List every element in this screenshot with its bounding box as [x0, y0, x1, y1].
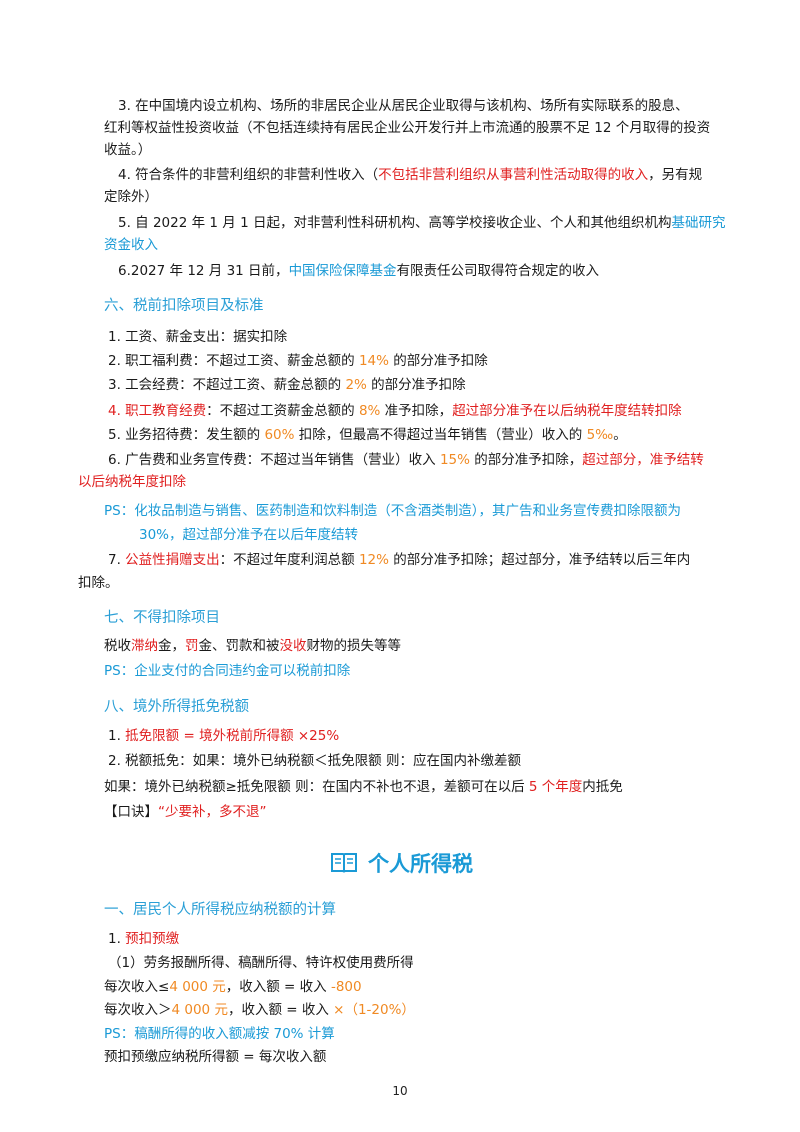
chapter-title-text: 个人所得税	[368, 852, 473, 876]
text-line: 7. 公益性捐赠支出：不超过年度利润总额 12% 的部分准予扣除；超过部分，准予…	[108, 550, 690, 570]
text-span: 财物的损失等等	[306, 638, 402, 654]
text-line: 每次收入≤4 000 元，收入额 = 收入 -800	[104, 977, 362, 997]
highlight-red: 没收	[279, 638, 307, 654]
text-span: 如果：境外已纳税额≥抵免限额 则：在国内不补也不退，差额可在以后	[104, 779, 529, 795]
text-span: 2. 职工福利费：不超过工资、薪金总额的	[108, 353, 359, 369]
text-line: 5. 业务招待费：发生额的 60% 扣除，但最高不得超过当年销售（营业）收入的 …	[108, 425, 627, 445]
ps-note: PS：企业支付的合同违约金可以税前扣除	[104, 663, 351, 679]
text-line: 红利等权益性投资收益（不包括连续持有居民企业公开发行并上市流通的股票不足 12 …	[104, 120, 711, 136]
ps-note: PS：化妆品制造与销售、医药制造和饮料制造（不含酒类制造），其广告和业务宣传费扣…	[104, 503, 681, 519]
text-line: 收益。）	[104, 142, 152, 158]
highlight-orange: ×（1-20%）	[333, 1002, 415, 1018]
text-line: 1. 抵免限额 = 境外税前所得额 ×25%	[108, 726, 339, 746]
highlight-red: 公益性捐赠支出	[125, 552, 220, 568]
highlight-orange: 4 000 元	[171, 1002, 228, 1018]
highlight-red: 4. 职工教育经费	[108, 403, 207, 419]
highlight-red: 罚	[185, 638, 199, 654]
text-line: 6. 广告费和业务宣传费：不超过当年销售（营业）收入 15% 的部分准予扣除，超…	[108, 450, 704, 470]
highlight-red: 抵免限额 = 境外税前所得额 ×25%	[125, 728, 340, 744]
text-span: 内抵免	[582, 779, 623, 795]
text-span: 1.	[108, 728, 126, 744]
text-span: 的部分准予扣除	[388, 353, 488, 369]
section-heading: 六、税前扣除项目及标准	[104, 298, 264, 314]
text-line: 2. 税额抵免：如果：境外已纳税额＜抵免限额 则：应在国内补缴差额	[108, 753, 521, 769]
text-span: 3. 工会经费：不超过工资、薪金总额的	[108, 377, 346, 393]
text-line: 2. 职工福利费：不超过工资、薪金总额的 14% 的部分准予扣除	[108, 351, 488, 371]
text-line: 5. 自 2022 年 1 月 1 日起，对非营利性科研机构、高等学校接收企业、…	[118, 213, 725, 233]
text-line: 以后纳税年度扣除	[78, 474, 186, 490]
highlight-orange: 60%	[264, 427, 295, 443]
text-line: 3. 工会经费：不超过工资、薪金总额的 2% 的部分准予扣除	[108, 375, 466, 395]
text-line: 税收滞纳金，罚金、罚款和被没收财物的损失等等	[104, 636, 401, 656]
text-line: （1）劳务报酬所得、稿酬所得、特许权使用费所得	[108, 955, 414, 971]
highlight-blue: 中国保险保障基金	[288, 263, 397, 279]
text-line: 扣除。	[78, 575, 119, 591]
highlight-red: 不包括非营利组织从事营利性活动取得的收入	[378, 167, 649, 183]
highlight-red: 超过部分准予在以后纳税年度结转扣除	[452, 403, 682, 419]
highlight-red: 预扣预缴	[125, 931, 180, 947]
text-span: ：不超过年度利润总额	[219, 552, 359, 568]
text-line: 3. 在中国境内设立机构、场所的非居民企业从居民企业取得与该机构、场所有实际联系…	[118, 98, 689, 114]
text-span: ，另有规	[648, 167, 703, 183]
page-number: 10	[392, 1084, 408, 1098]
text-span: 金，	[158, 638, 185, 654]
text-span: 5. 业务招待费：发生额的	[108, 427, 265, 443]
highlight-orange: 4 000 元	[169, 979, 226, 995]
text-span: 税收	[104, 638, 131, 654]
chapter-title: 个人所得税	[330, 848, 473, 879]
text-line: 4. 符合条件的非营利组织的非营利性收入（不包括非营利组织从事营利性活动取得的收…	[118, 165, 702, 185]
ps-note: 30%，超过部分准予在以后年度结转	[139, 527, 359, 543]
text-span: 准予扣除，	[380, 403, 453, 419]
text-span: 5. 自 2022 年 1 月 1 日起，对非营利性科研机构、高等学校接收企业、…	[118, 215, 672, 231]
text-span: 金、罚款和被	[198, 638, 280, 654]
highlight-red: 超过部分，准予结转	[582, 452, 704, 468]
text-span: 7.	[108, 552, 126, 568]
text-line: 4. 职工教育经费：不超过工资薪金总额的 8% 准予扣除，超过部分准予在以后纳税…	[108, 401, 682, 421]
text-span: 的部分准予扣除	[366, 377, 466, 393]
highlight-orange: 2%	[345, 377, 367, 393]
text-span: 扣除，但最高不得超过当年销售（营业）收入的	[294, 427, 587, 443]
text-span: 有限责任公司取得符合规定的收入	[396, 263, 600, 279]
text-line: 【口诀】“少要补，多不退”	[104, 802, 267, 822]
highlight-orange: 14%	[358, 353, 389, 369]
highlight-red: “少要补，多不退”	[158, 804, 267, 820]
text-line: 预扣预缴应纳税所得额 = 每次收入额	[104, 1049, 327, 1065]
ps-note: PS：稿酬所得的收入额减按 70% 计算	[104, 1026, 335, 1042]
text-line: 1. 预扣预缴	[108, 929, 179, 949]
text-span: 的部分准予扣除，	[469, 452, 583, 468]
text-span: 1.	[108, 931, 126, 947]
text-line: 资金收入	[104, 237, 158, 253]
section-heading: 八、境外所得抵免税额	[104, 699, 249, 715]
text-span: 的部分准予扣除；超过部分，准予结转以后三年内	[388, 552, 691, 568]
text-span: 【口诀】	[104, 804, 158, 820]
highlight-orange: 8%	[358, 403, 381, 419]
highlight-blue: 基础研究	[671, 215, 726, 231]
highlight-orange: 15%	[439, 452, 470, 468]
text-span: 6. 广告费和业务宣传费：不超过当年销售（营业）收入	[108, 452, 440, 468]
text-span: 4. 符合条件的非营利组织的非营利性收入（	[118, 167, 379, 183]
text-span: 每次收入＞	[104, 1002, 172, 1018]
text-span: 6.2027 年 12 月 31 日前，	[118, 263, 289, 279]
text-line: 1. 工资、薪金支出：据实扣除	[108, 329, 288, 345]
highlight-orange: -800	[330, 979, 362, 995]
text-span: 每次收入≤	[104, 979, 170, 995]
section-heading: 一、居民个人所得税应纳税额的计算	[104, 902, 336, 918]
highlight-red: 5 个年度	[528, 779, 583, 795]
section-heading: 七、不得扣除项目	[104, 610, 220, 626]
text-line: 如果：境外已纳税额≥抵免限额 则：在国内不补也不退，差额可在以后 5 个年度内抵…	[104, 777, 623, 797]
highlight-red: 滞纳	[131, 638, 158, 654]
text-line: 每次收入＞4 000 元，收入额 = 收入 ×（1-20%）	[104, 1000, 415, 1020]
text-line: 6.2027 年 12 月 31 日前，中国保险保障基金有限责任公司取得符合规定…	[118, 261, 599, 281]
text-span: ，收入额 = 收入	[227, 1002, 334, 1018]
text-span: ，收入额 = 收入	[225, 979, 331, 995]
text-span: ：不超过工资薪金总额的	[206, 403, 359, 419]
text-line: 定除外）	[104, 189, 158, 205]
highlight-orange: 5‰	[586, 427, 614, 443]
text-span: 。	[613, 427, 627, 443]
book-icon	[330, 850, 358, 879]
highlight-orange: 12%	[358, 552, 389, 568]
